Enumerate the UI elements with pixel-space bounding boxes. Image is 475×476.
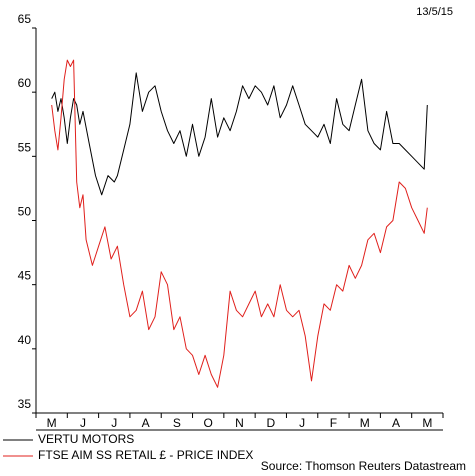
x-tick-label: D (266, 416, 275, 430)
x-tick-label: N (235, 416, 244, 430)
x-tick-label: O (204, 416, 213, 430)
source-note: Source: Thomson Reuters Datastream (261, 459, 466, 473)
plot-frame (35, 28, 443, 431)
y-tick-label: 45 (18, 269, 32, 283)
y-tick-label: 40 (18, 333, 32, 347)
legend-label-ftse: FTSE AIM SS RETAIL £ - PRICE INDEX (38, 448, 253, 462)
y-tick-label: 65 (18, 12, 32, 26)
legend-label-vertu: VERTU MOTORS (38, 432, 134, 446)
y-axis: 35 40 45 50 55 60 65 (18, 12, 36, 414)
x-tick-label: M (360, 416, 370, 430)
x-tick-label: J (299, 416, 305, 430)
x-tick-label: S (173, 416, 181, 430)
x-tick-label: M (422, 416, 432, 430)
y-tick-label: 35 (18, 397, 32, 411)
x-tick-label: A (142, 416, 150, 430)
x-tick-label: A (392, 416, 400, 430)
date-stamp: 13/5/15 (416, 6, 453, 18)
x-tick-label: F (330, 416, 337, 430)
y-tick-label: 60 (18, 76, 32, 90)
series-line-vertu-motors (51, 72, 428, 196)
series-layer (51, 59, 428, 388)
y-tick-label: 50 (18, 205, 32, 219)
x-tick-label: J (111, 416, 117, 430)
series-line-ftse-aim-retail (51, 59, 428, 388)
y-tick-label: 55 (18, 140, 32, 154)
legend: VERTU MOTORS FTSE AIM SS RETAIL £ - PRIC… (3, 432, 253, 462)
x-tick-label: M (47, 416, 57, 430)
x-tick-label: J (80, 416, 86, 430)
